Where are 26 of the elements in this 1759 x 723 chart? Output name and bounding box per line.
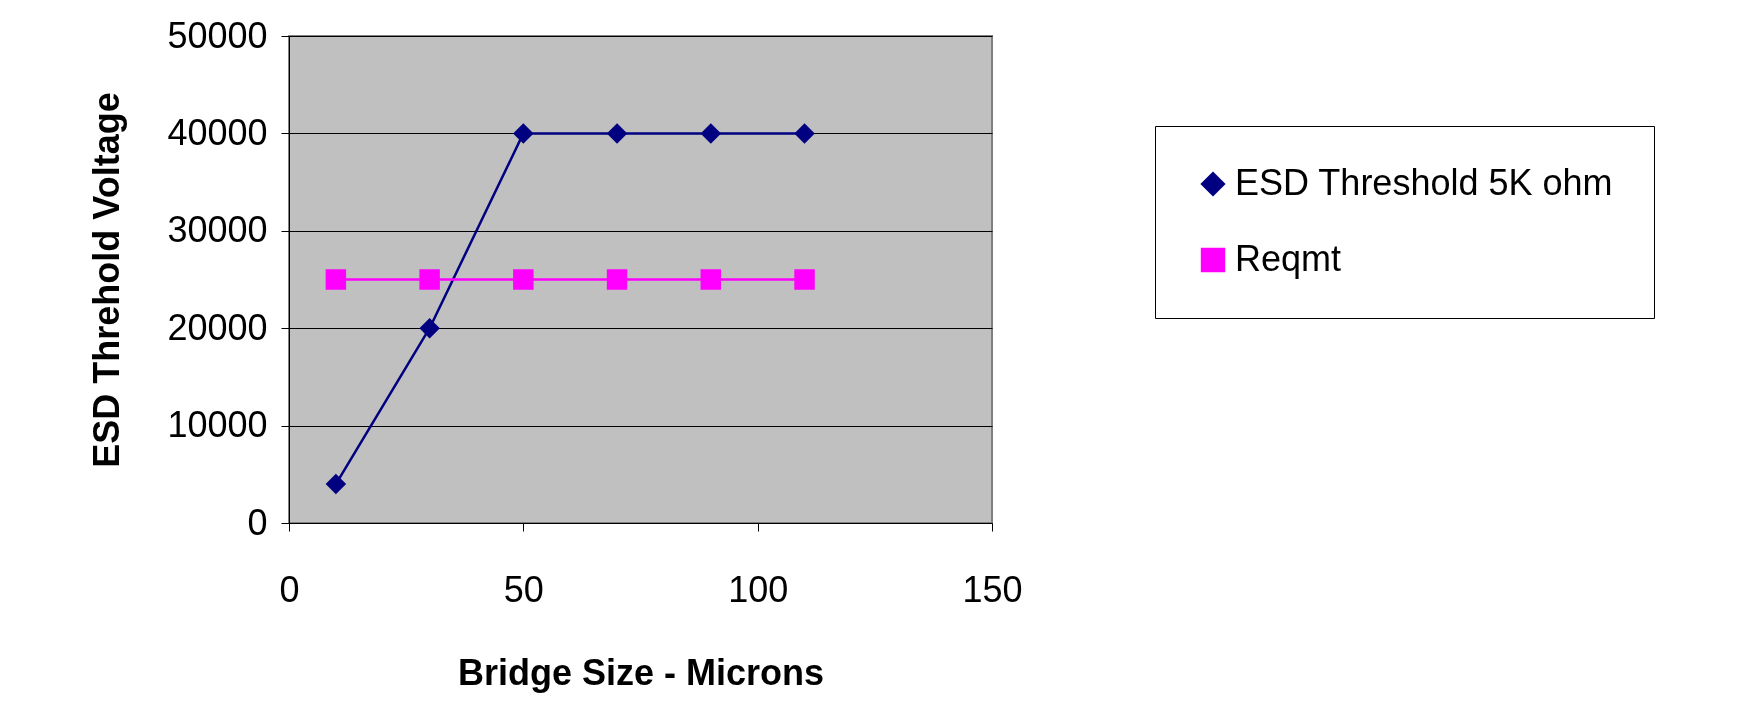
point <box>606 123 628 144</box>
y-tick-label: 0 <box>247 501 268 543</box>
point <box>513 269 534 290</box>
point <box>325 473 347 495</box>
y-tick-label: 20000 <box>167 306 268 348</box>
point <box>794 269 815 290</box>
x-tick-label: 0 <box>279 568 300 610</box>
point <box>606 269 628 290</box>
point <box>794 123 815 144</box>
point <box>419 317 440 339</box>
y-tick-label: 40000 <box>167 111 268 153</box>
point <box>513 123 534 144</box>
point <box>419 269 440 290</box>
x-tick-label: 150 <box>962 568 1023 610</box>
point <box>325 269 347 290</box>
x-tick-label: 100 <box>728 568 789 610</box>
legend-label: ESD Threshold 5K ohm <box>1235 162 1613 203</box>
x-tick-label: 50 <box>503 568 544 610</box>
y-tick-label: 10000 <box>167 404 268 446</box>
y-axis-title: ESD Threhold Voltage <box>86 92 128 468</box>
legend-label: Reqmt <box>1235 238 1342 279</box>
x-axis-title: Bridge Size - Microns <box>457 651 825 693</box>
point <box>700 123 722 144</box>
y-tick-label: 50000 <box>167 14 268 56</box>
point <box>700 269 722 290</box>
y-tick-label: 30000 <box>167 209 268 251</box>
